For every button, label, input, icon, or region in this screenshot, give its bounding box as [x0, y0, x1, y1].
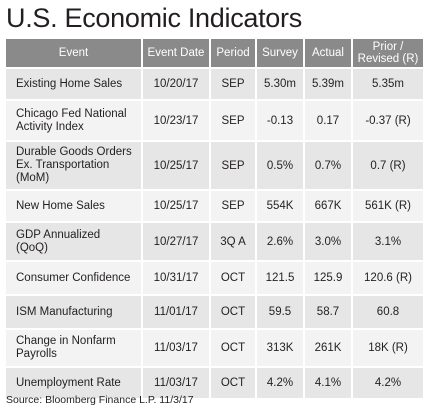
cell-prior-revised: -0.37 (R) — [353, 101, 423, 140]
cell-period: SEP — [211, 101, 255, 140]
cell-prior-revised: 561K (R) — [353, 191, 423, 221]
cell-event: Unemployment Rate — [6, 368, 141, 398]
indicators-table: Event Event Date Period Survey Actual Pr… — [4, 37, 425, 400]
col-header-prior-revised: Prior / Revised (R) — [353, 39, 423, 67]
cell-event-date: 10/27/17 — [143, 223, 209, 260]
cell-event: Consumer Confidence — [6, 262, 141, 294]
table-row: Consumer Confidence 10/31/17 OCT 121.5 125.9… — [6, 262, 423, 294]
table-row: Chicago Fed National Activity Index 10/23/… — [6, 101, 423, 140]
cell-event-line: (MoM) — [16, 172, 50, 184]
cell-actual: 4.1% — [305, 368, 351, 398]
cell-event-line: Activity Index — [16, 120, 84, 133]
source-note: Source: Bloomberg Finance L.P. 11/3/17 — [6, 394, 194, 406]
cell-period: SEP — [211, 191, 255, 221]
col-header-survey: Survey — [257, 39, 303, 67]
cell-event-line: GDP Annualized — [16, 228, 101, 241]
col-header-event: Event — [6, 39, 141, 67]
cell-actual: 261K — [305, 330, 351, 366]
cell-event-date: 10/25/17 — [143, 142, 209, 189]
cell-period: SEP — [211, 69, 255, 99]
cell-event: Chicago Fed National Activity Index — [6, 101, 141, 140]
cell-survey: 4.2% — [257, 368, 303, 398]
cell-event-date: 10/31/17 — [143, 262, 209, 294]
cell-event: New Home Sales — [6, 191, 141, 221]
cell-event-line: (QoQ) — [16, 241, 48, 254]
cell-event-line: Change in Nonfarm — [16, 335, 116, 347]
cell-prior-revised: 4.2% — [353, 368, 423, 398]
cell-period: OCT — [211, 330, 255, 366]
cell-prior-revised: 120.6 (R) — [353, 262, 423, 294]
table-row: Unemployment Rate 11/03/17 OCT 4.2% 4.1% 4.2% — [6, 368, 423, 398]
cell-event-date: 10/25/17 — [143, 191, 209, 221]
table-row: GDP Annualized (QoQ) 10/27/17 3Q A 2.6% 3.0% 3… — [6, 223, 423, 260]
cell-actual: 0.7% — [305, 142, 351, 189]
cell-event-date: 11/01/17 — [143, 296, 209, 328]
cell-survey: -0.13 — [257, 101, 303, 140]
cell-prior-revised: 18K (R) — [353, 330, 423, 366]
cell-prior-revised: 5.35m — [353, 69, 423, 99]
cell-survey: 121.5 — [257, 262, 303, 294]
cell-period: OCT — [211, 296, 255, 328]
cell-survey: 59.5 — [257, 296, 303, 328]
cell-event: Durable Goods Orders Ex. Transportation (M… — [6, 142, 141, 189]
cell-actual: 58.7 — [305, 296, 351, 328]
table-header-row: Event Event Date Period Survey Actual Pr… — [6, 39, 423, 67]
cell-survey: 5.30m — [257, 69, 303, 99]
cell-event-date: 11/03/17 — [143, 330, 209, 366]
table-row: Durable Goods Orders Ex. Transportation (M… — [6, 142, 423, 189]
cell-period: SEP — [211, 142, 255, 189]
cell-event: Existing Home Sales — [6, 69, 141, 99]
cell-event-line: Unemployment Rate — [16, 376, 121, 389]
cell-period: OCT — [211, 262, 255, 294]
col-header-actual: Actual — [305, 39, 351, 67]
cell-actual: 667K — [305, 191, 351, 221]
col-header-event-date: Event Date — [143, 39, 209, 67]
cell-prior-revised: 0.7 (R) — [353, 142, 423, 189]
cell-actual: 0.17 — [305, 101, 351, 140]
cell-event-line: Durable Goods Orders — [16, 146, 132, 158]
table-row: Existing Home Sales 10/20/17 SEP 5.30m 5.39m… — [6, 69, 423, 99]
cell-event: GDP Annualized (QoQ) — [6, 223, 141, 260]
table-row: ISM Manufacturing 11/01/17 OCT 59.5 58.7 60.8 — [6, 296, 423, 328]
page-title: U.S. Economic Indicators — [6, 3, 302, 33]
cell-event-date: 10/20/17 — [143, 69, 209, 99]
table-row: Change in Nonfarm Payrolls 11/03/17 OCT 313K… — [6, 330, 423, 366]
table-row: New Home Sales 10/25/17 SEP 554K 667K 561K (R… — [6, 191, 423, 221]
cell-event-line: Existing Home Sales — [16, 77, 123, 90]
cell-event: Change in Nonfarm Payrolls — [6, 330, 141, 366]
cell-event-date: 10/23/17 — [143, 101, 209, 140]
col-header-period: Period — [211, 39, 255, 67]
cell-actual: 3.0% — [305, 223, 351, 260]
cell-event-date: 11/03/17 — [143, 368, 209, 398]
cell-event-line: Consumer Confidence — [16, 271, 131, 284]
cell-prior-revised: 60.8 — [353, 296, 423, 328]
cell-survey: 313K — [257, 330, 303, 366]
cell-period: OCT — [211, 368, 255, 398]
cell-prior-revised: 3.1% — [353, 223, 423, 260]
cell-event-line: ISM Manufacturing — [16, 305, 113, 318]
cell-event-line: Chicago Fed National — [16, 107, 127, 120]
col-header-prior-line1: Prior / — [372, 41, 404, 53]
cell-period: 3Q A — [211, 223, 255, 260]
cell-actual: 5.39m — [305, 69, 351, 99]
cell-survey: 0.5% — [257, 142, 303, 189]
cell-survey: 554K — [257, 191, 303, 221]
cell-actual: 125.9 — [305, 262, 351, 294]
cell-event-line: Ex. Transportation — [16, 159, 110, 171]
cell-survey: 2.6% — [257, 223, 303, 260]
cell-event: ISM Manufacturing — [6, 296, 141, 328]
col-header-prior-line2: Revised (R) — [357, 53, 419, 65]
cell-event-line: New Home Sales — [16, 199, 105, 212]
cell-event-line: Payrolls — [16, 348, 57, 360]
